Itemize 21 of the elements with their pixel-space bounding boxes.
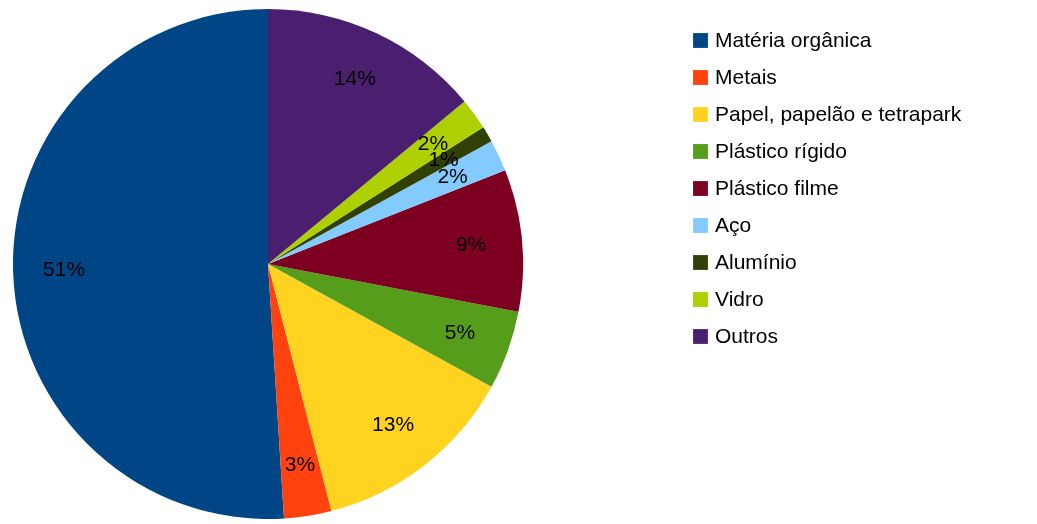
pie-slice <box>268 264 519 387</box>
pie-slice <box>268 264 492 511</box>
data-label: 3% <box>284 452 316 476</box>
legend-label: Alumínio <box>715 249 797 273</box>
data-label: 14% <box>333 66 376 90</box>
pie-slice <box>268 264 332 519</box>
legend-label: Plástico rígido <box>715 138 847 162</box>
data-label: 5% <box>444 320 476 344</box>
legend-label: Plástico filme <box>715 175 839 199</box>
legend-label: Matéria orgânica <box>715 27 872 51</box>
legend-label: Aço <box>715 212 752 236</box>
data-label: 51% <box>43 257 86 281</box>
legend-label: Papel, papelão e tetrapark <box>715 101 962 125</box>
legend-label: Vidro <box>715 286 764 310</box>
pie-slice <box>13 9 285 519</box>
data-label: 9% <box>455 231 487 255</box>
legend-label: Metais <box>715 64 777 88</box>
pie-slice <box>268 101 484 264</box>
legend-label: Outros <box>715 323 779 347</box>
data-label: 13% <box>372 412 415 436</box>
pie-slice <box>268 170 523 312</box>
